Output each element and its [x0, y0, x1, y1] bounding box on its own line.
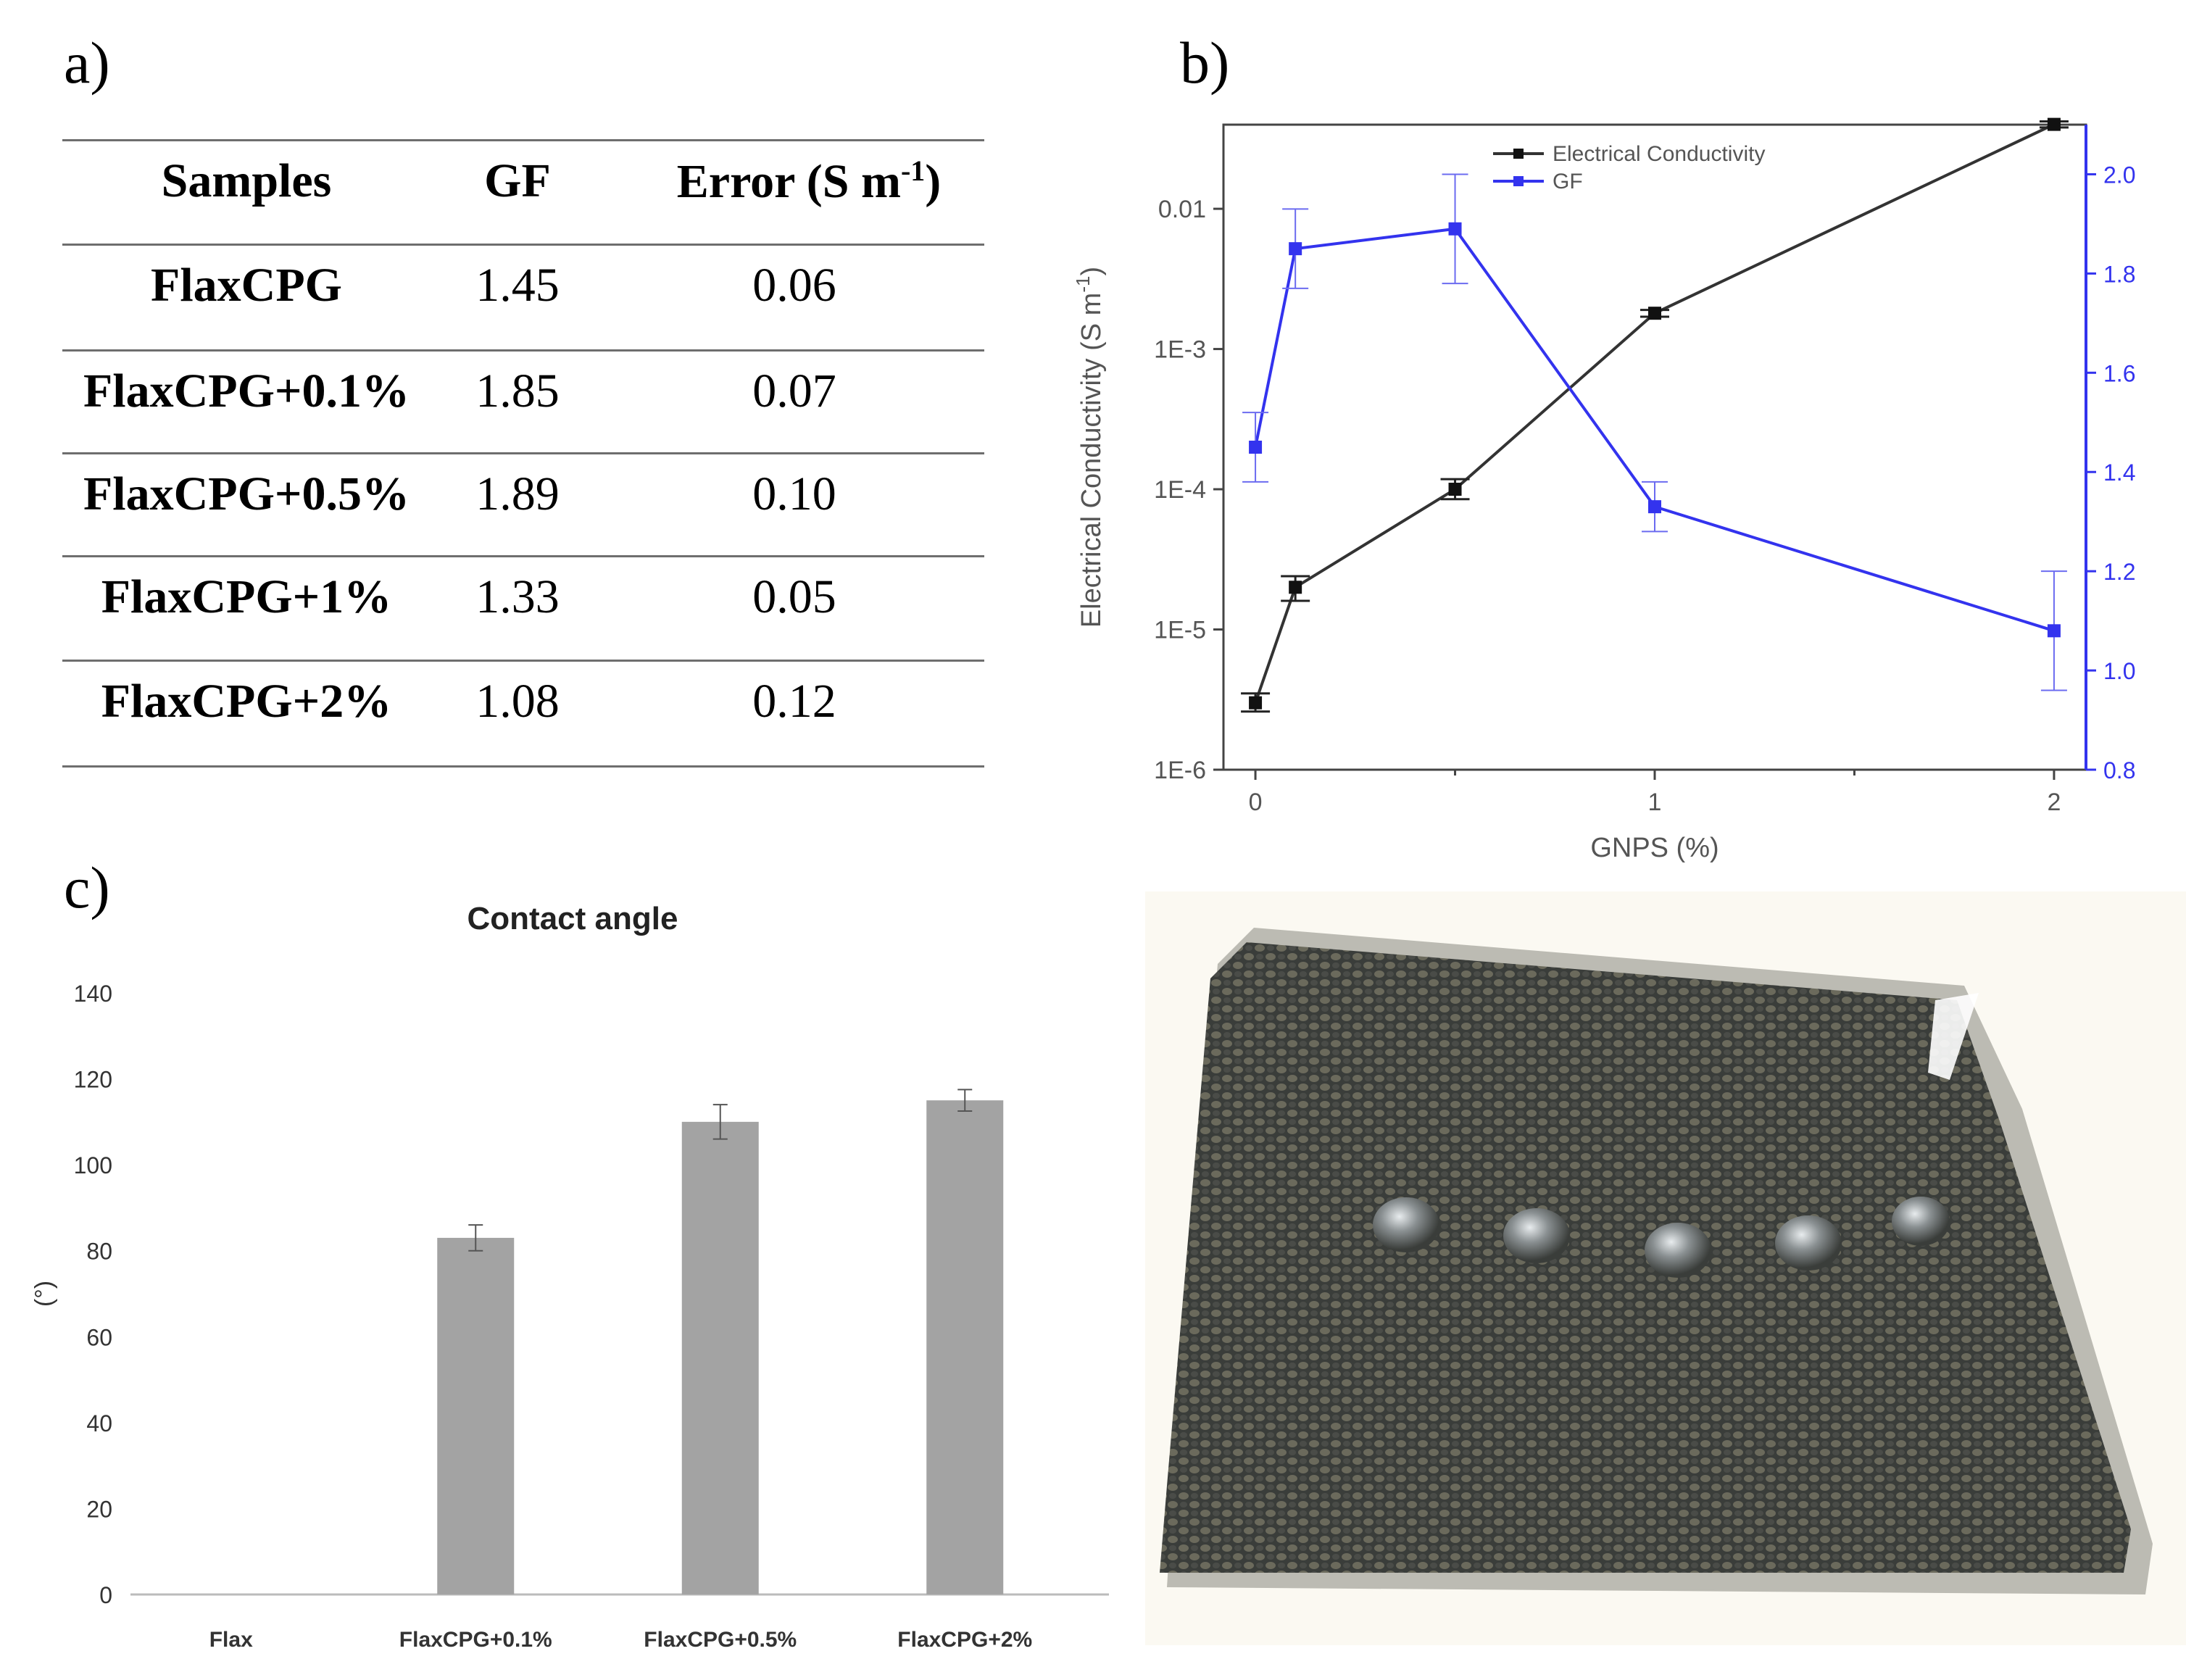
x-tick-label: FlaxCPG+0.1% — [399, 1628, 552, 1652]
data-point-gf — [1448, 222, 1462, 236]
data-point-conductivity — [1448, 483, 1462, 496]
header-samples: Samples — [161, 154, 332, 207]
row-sample: FlaxCPG+0.1% — [83, 365, 410, 417]
table-rule-row — [62, 660, 984, 662]
y-axis-left-label-end: ) — [1076, 267, 1107, 276]
y-left-tick-label: 1E-6 — [1154, 757, 1206, 784]
y-right-tick-label: 2.0 — [2103, 162, 2135, 188]
row-error: 0.05 — [752, 570, 836, 623]
data-point-gf — [1289, 242, 1302, 256]
y-axis-left-label: Electrical Conductivity (S m-1) — [1072, 267, 1107, 628]
table-rule-row — [62, 555, 984, 557]
y-right-tick-label: 1.0 — [2103, 658, 2135, 684]
plot-frame — [1222, 123, 2087, 771]
data-point-conductivity — [2047, 117, 2061, 131]
x-tick-label: 2 — [2047, 789, 2061, 816]
row-sample: FlaxCPG+2% — [101, 675, 392, 728]
y-tick-label: 0 — [99, 1582, 112, 1608]
y-tick-label: 40 — [86, 1410, 112, 1436]
row-gf: 1.33 — [475, 570, 560, 623]
row-gf: 1.08 — [475, 675, 560, 728]
panel-label-b: b) — [1180, 30, 1230, 96]
y-axis-left-label-text: Electrical Conductivity (S m — [1076, 293, 1107, 628]
header-error-sup: -1 — [900, 154, 926, 187]
y-tick-label: 60 — [86, 1324, 112, 1350]
y-axis-left-label-sup: -1 — [1072, 276, 1094, 293]
y-right-tick-label: 1.4 — [2103, 459, 2135, 486]
data-point-gf — [2047, 624, 2061, 638]
data-point-conductivity — [1289, 581, 1302, 594]
data-point-gf — [1648, 500, 1661, 514]
row-error: 0.10 — [752, 467, 836, 520]
row-error: 0.12 — [752, 675, 836, 728]
contact-angle-chart: Contact angle (°) 0 20 40 60 80 100 120 140 Flax… — [30, 901, 1109, 1652]
row-sample: FlaxCPG+1% — [101, 570, 392, 623]
table-rule-bottom — [62, 765, 984, 768]
y-tick-label: 80 — [86, 1239, 112, 1265]
y-tick-label: 140 — [74, 981, 112, 1007]
header-gf: GF — [484, 154, 551, 207]
data-point-conductivity — [1648, 307, 1661, 320]
table-rule-row — [62, 452, 984, 454]
legend-label-conductivity: Electrical Conductivity — [1553, 142, 1765, 166]
bar — [437, 1237, 515, 1594]
y-axis-label: (°) — [30, 1281, 58, 1307]
water-droplet — [1503, 1208, 1570, 1263]
header-error-close: ) — [925, 155, 942, 208]
x-tick-label: FlaxCPG+2% — [897, 1628, 1032, 1652]
bar — [926, 1100, 1004, 1594]
row-gf: 1.45 — [475, 259, 560, 312]
fabric-sample — [1160, 942, 2131, 1573]
y-left-tick-label: 1E-3 — [1154, 336, 1206, 364]
table-rule-top — [62, 139, 984, 141]
chart-title: Contact angle — [467, 901, 678, 936]
data-point-conductivity — [1249, 696, 1263, 710]
legend-marker-gf — [1513, 176, 1524, 186]
y-axis-right-label: GF — [2155, 427, 2160, 467]
y-right-tick-label: 1.6 — [2103, 360, 2135, 386]
x-tick-label: Flax — [209, 1628, 253, 1652]
legend-marker-conductivity — [1513, 149, 1524, 159]
y-tick-label: 120 — [74, 1067, 112, 1093]
y-right-tick-label: 1.8 — [2103, 261, 2135, 287]
data-point-gf — [1249, 441, 1263, 454]
row-sample: FlaxCPG — [151, 259, 342, 312]
header-error-text: Error (S m — [676, 155, 901, 208]
fabric-droplet-photo — [1145, 891, 2186, 1645]
row-gf: 1.89 — [475, 467, 560, 520]
legend-label-gf: GF — [1553, 170, 1583, 194]
series-line-conductivity — [1254, 122, 2055, 704]
y-tick-label: 20 — [86, 1496, 112, 1522]
water-droplet — [1645, 1223, 1711, 1278]
header-error: Error (S m-1) — [642, 154, 976, 209]
bar — [681, 1121, 759, 1594]
series-line-gf — [1254, 227, 2055, 633]
water-droplet — [1892, 1197, 1950, 1246]
y-left-tick-label: 1E-5 — [1154, 617, 1206, 644]
y-right-tick-label: 0.8 — [2103, 757, 2135, 783]
row-sample: FlaxCPG+0.5% — [83, 467, 410, 520]
row-error: 0.07 — [752, 365, 836, 417]
water-droplet — [1373, 1197, 1439, 1252]
conductivity-gf-chart: 0 1 2 1E-6 1E-5 1E-4 1E-3 0.01 0.8 1.0 1.2 1.4 1.6 1.… — [1072, 117, 2160, 863]
legend: Electrical Conductivity GF — [1493, 142, 1765, 194]
y-left-tick-label: 1E-4 — [1154, 476, 1206, 504]
fabric-label-tag — [1928, 993, 1979, 1080]
row-error: 0.06 — [752, 259, 836, 312]
table-rule-row — [62, 349, 984, 352]
y-right-tick-label: 1.2 — [2103, 559, 2135, 585]
x-tick-label: 0 — [1249, 789, 1263, 816]
water-droplet — [1775, 1215, 1842, 1271]
panel-label-c: c) — [64, 854, 110, 920]
panel-label-a: a) — [64, 30, 110, 96]
table-rule-header — [62, 244, 984, 246]
x-tick-label: FlaxCPG+0.5% — [644, 1628, 797, 1652]
row-gf: 1.85 — [475, 365, 560, 417]
x-axis-label: GNPS (%) — [1590, 833, 1719, 863]
x-tick-label: 1 — [1648, 789, 1662, 816]
y-tick-label: 100 — [74, 1152, 112, 1178]
y-left-tick-label: 0.01 — [1158, 196, 1206, 223]
